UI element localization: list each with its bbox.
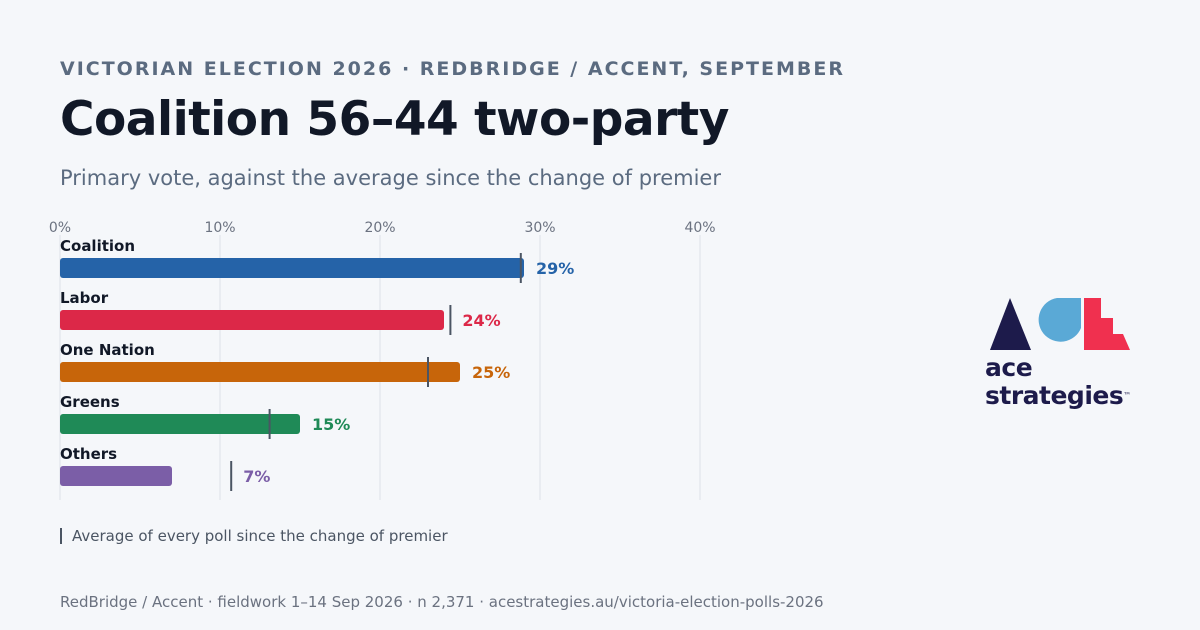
logo-word-strategies: strategies™ bbox=[985, 382, 1131, 410]
logo-word-ace: ace bbox=[985, 353, 1033, 382]
chart-kicker: VICTORIAN ELECTION 2026 · REDBRIDGE / AC… bbox=[60, 58, 845, 80]
bar bbox=[60, 414, 300, 434]
bar-chart: 0% 10% 20% 30% 40% Coalition 29% Labor 24% One Na… bbox=[49, 220, 716, 500]
x-tick-label: 0% bbox=[49, 220, 71, 236]
category-label: One Nation bbox=[60, 341, 155, 359]
category-label: Greens bbox=[60, 393, 120, 411]
bar bbox=[60, 466, 172, 486]
x-tick-label: 40% bbox=[684, 220, 715, 236]
legend-average-marker bbox=[60, 528, 62, 544]
trademark-mark: ™ bbox=[1123, 391, 1131, 400]
chart-title: Coalition 56–44 two-party bbox=[60, 92, 729, 147]
value-label: 7% bbox=[243, 467, 270, 486]
category-label: Coalition bbox=[60, 237, 135, 255]
bar bbox=[60, 258, 524, 278]
logo-mark-icon bbox=[990, 298, 1130, 350]
logo-triangle-icon bbox=[990, 298, 1031, 350]
x-tick-label: 20% bbox=[364, 220, 395, 236]
bar bbox=[60, 310, 444, 330]
logo-step-icon bbox=[1084, 298, 1130, 350]
chart-legend: Average of every poll since the change o… bbox=[60, 527, 448, 545]
logo-word-strategies-text: strategies bbox=[985, 381, 1124, 410]
category-label: Labor bbox=[60, 289, 109, 307]
bar bbox=[60, 362, 460, 382]
ace-strategies-logo: ace strategies™ bbox=[985, 296, 1145, 416]
chart-subtitle: Primary vote, against the average since … bbox=[60, 166, 721, 190]
logo-drop-icon bbox=[1038, 298, 1081, 342]
value-label: 15% bbox=[312, 415, 350, 434]
value-label: 25% bbox=[472, 363, 510, 382]
x-tick-label: 10% bbox=[204, 220, 235, 236]
value-label: 24% bbox=[462, 311, 500, 330]
source-footer: RedBridge / Accent · fieldwork 1–14 Sep … bbox=[60, 593, 824, 611]
x-tick-label: 30% bbox=[524, 220, 555, 236]
value-label: 29% bbox=[536, 259, 574, 278]
legend-label: Average of every poll since the change o… bbox=[72, 527, 448, 545]
category-label: Others bbox=[60, 445, 117, 463]
